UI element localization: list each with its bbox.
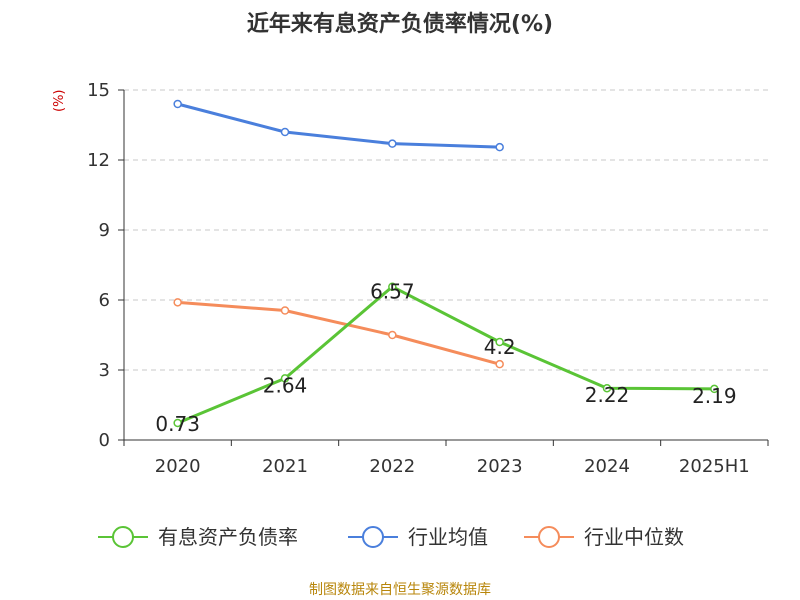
data-point (495, 142, 504, 152)
series-line (177, 102, 500, 149)
legend-marker (362, 526, 384, 548)
data-point (602, 383, 612, 393)
data-point (710, 384, 719, 394)
legend-marker (112, 526, 134, 548)
legend-label: 行业中位数 (584, 525, 684, 549)
y-tick-label: 12 (87, 150, 110, 171)
y-tick-label: 15 (87, 80, 110, 101)
data-point (388, 282, 397, 291)
legend-label: 行业均值 (408, 525, 488, 549)
y-tick-label: 6 (99, 290, 110, 311)
data-point (280, 306, 290, 315)
legend-label: 有息资产负债率 (158, 525, 298, 549)
data-source-note: 制图数据来自恒生聚源数据库 (309, 582, 491, 598)
data-point (388, 139, 397, 148)
data-label: 2.64 (263, 373, 308, 397)
data-label: 4.2 (484, 335, 516, 359)
x-tick-label: 2020 (155, 456, 201, 477)
data-point (495, 359, 504, 369)
data-point (280, 374, 290, 383)
data-point (173, 99, 182, 109)
data-label: 2.19 (692, 384, 737, 408)
data-point (495, 337, 504, 347)
x-tick-label: 2021 (262, 456, 308, 477)
data-point (173, 418, 182, 428)
y-tick-label: 9 (99, 220, 110, 241)
data-label: 2.22 (585, 383, 630, 407)
chart-title: 近年来有息资产负债率情况(%) (246, 12, 554, 37)
data-point (388, 330, 397, 340)
x-tick-label: 2024 (584, 456, 630, 477)
data-point (173, 298, 182, 307)
data-label: 0.73 (155, 412, 200, 436)
y-tick-label: 0 (99, 430, 110, 451)
x-tick-label: 2023 (477, 456, 523, 477)
data-label: 6.57 (370, 280, 415, 304)
series-line (177, 300, 501, 366)
y-tick-label: 3 (99, 360, 110, 381)
x-tick-label: 2025H1 (679, 456, 750, 477)
data-point (280, 127, 290, 137)
legend-marker (538, 526, 560, 548)
x-tick-label: 2022 (369, 456, 415, 477)
series-line (177, 285, 715, 425)
